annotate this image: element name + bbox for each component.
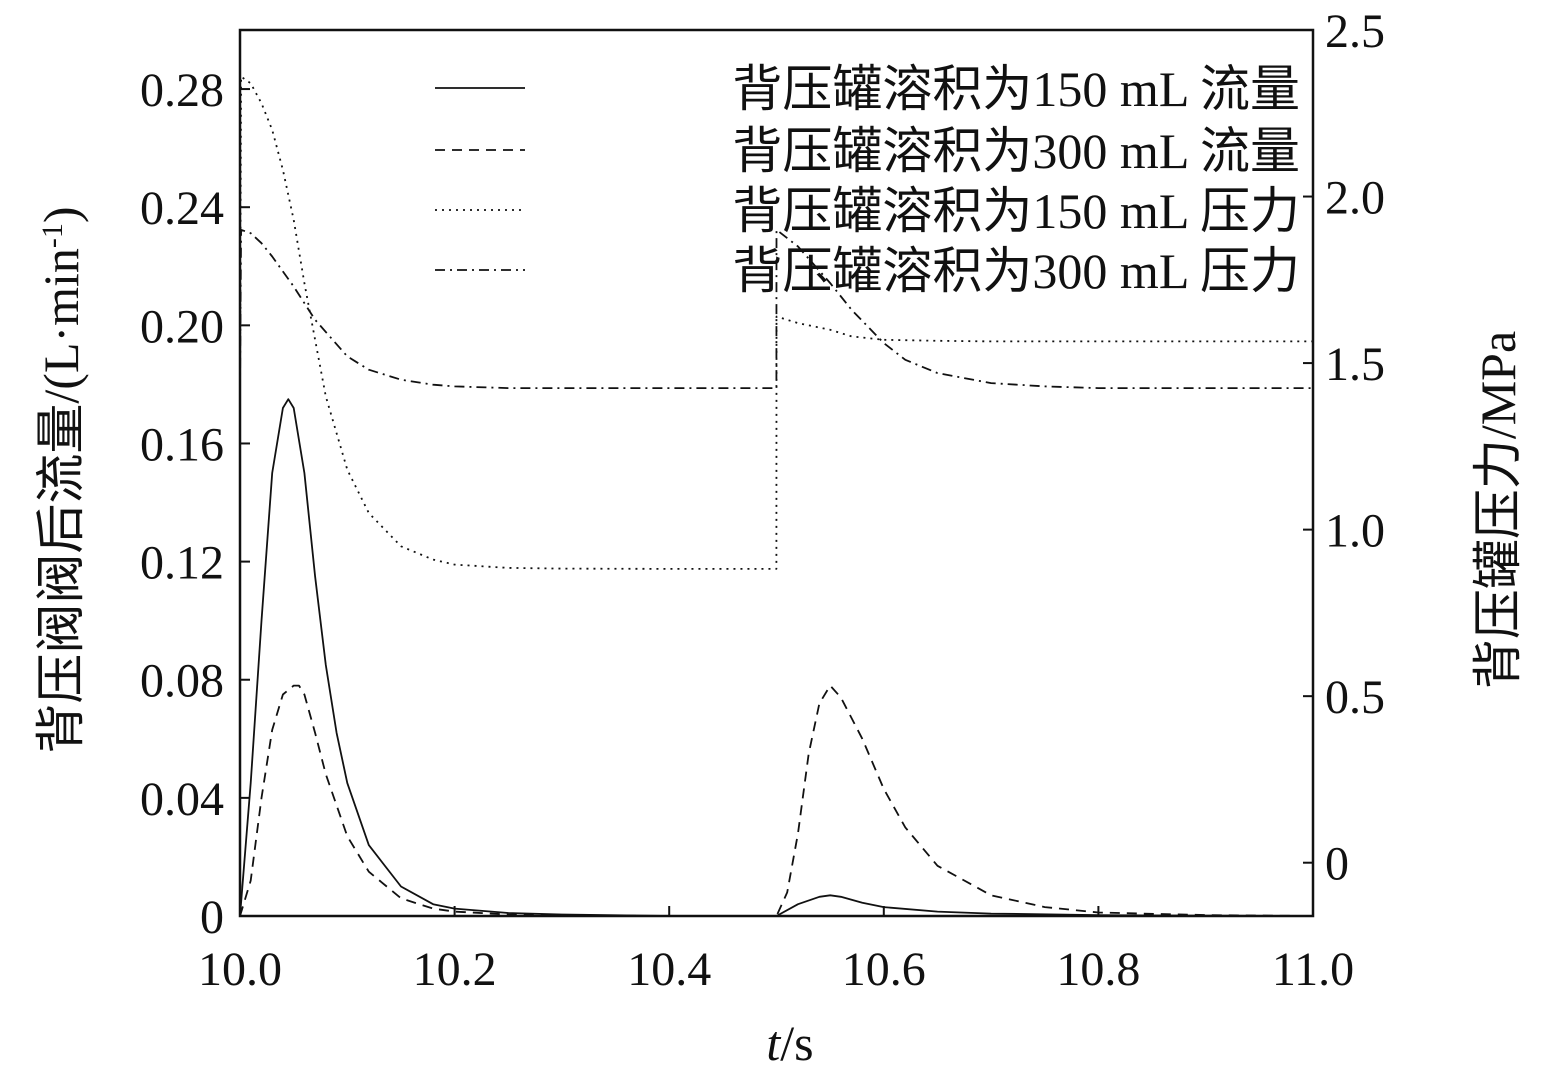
x-tick-label: 10.2	[413, 943, 497, 996]
y-left-tick-label: 0.24	[140, 182, 224, 235]
x-axis: 10.0 10.2 10.4 10.6 10.8 11.0	[198, 906, 1354, 996]
y-left-tick-label: 0.28	[140, 64, 224, 117]
y-left-tick-label: 0.16	[140, 418, 224, 471]
y-left-tick-label: 0.12	[140, 537, 224, 590]
x-tick-label: 10.4	[627, 943, 711, 996]
y-right-tick-label: 1.5	[1325, 338, 1385, 391]
series-layer	[239, 75, 1314, 917]
legend-label-1: 背压罐溶积为150 mL 流量	[732, 61, 1300, 117]
y-right-tick-label: 2.0	[1325, 172, 1385, 225]
y-right-tick-label: 0	[1325, 838, 1349, 891]
y-left-axis: 0 0.04 0.08 0.12 0.16 0.20 0.24 0.28	[140, 64, 250, 944]
series-line-4	[239, 228, 1313, 390]
y-right-tick-label: 2.5	[1325, 5, 1385, 58]
y-left-axis-title: 背压阀阀后流量/(L·min-1)	[33, 206, 89, 753]
x-tick-label: 11.0	[1272, 943, 1354, 996]
x-tick-label: 10.0	[198, 943, 282, 996]
y-left-tick-label: 0	[200, 891, 224, 944]
x-axis-title: t/s	[766, 1015, 813, 1071]
y-right-tick-label: 0.5	[1325, 671, 1385, 724]
legend-label-3: 背压罐溶积为150 mL 压力	[732, 183, 1300, 239]
y-left-tick-label: 0.20	[140, 300, 224, 353]
y-right-axis: 0 0.5 1.0 1.5 2.0 2.5	[1303, 5, 1385, 891]
y-right-tick-label: 1.0	[1325, 505, 1385, 558]
x-tick-label: 10.6	[842, 943, 926, 996]
y-left-tick-label: 0.08	[140, 655, 224, 708]
series-line-1	[239, 398, 1314, 917]
x-tick-label: 10.8	[1056, 943, 1140, 996]
legend-label-4: 背压罐溶积为300 mL 压力	[732, 243, 1300, 299]
legend-label-2: 背压罐溶积为300 mL 流量	[732, 123, 1300, 179]
y-right-axis-title: 背压罐压力/MPa	[1470, 331, 1526, 689]
series-line-2	[239, 684, 1314, 917]
y-left-tick-label: 0.04	[140, 773, 224, 826]
